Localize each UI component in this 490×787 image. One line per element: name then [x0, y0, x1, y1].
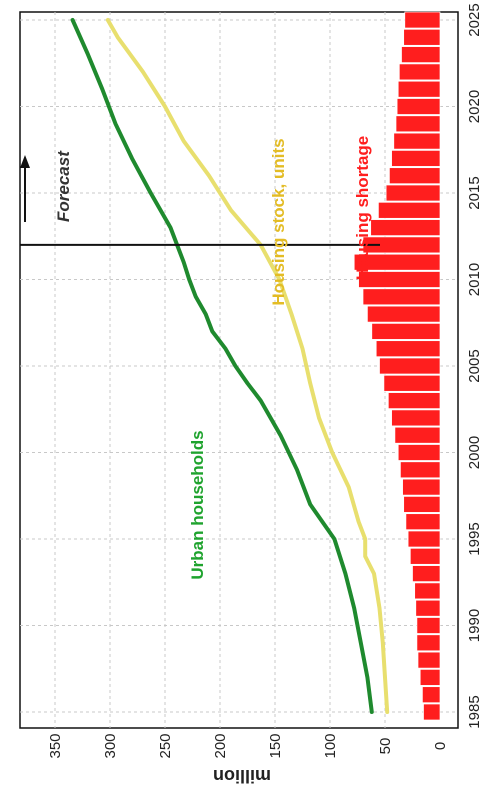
year-tick-label: 2020 — [466, 90, 483, 123]
bar-housing-shortage — [406, 514, 440, 530]
value-tick-label: 250 — [157, 733, 174, 758]
year-tick-label: 2005 — [466, 349, 483, 382]
bar-housing-shortage — [422, 687, 440, 703]
bar-housing-shortage — [405, 12, 440, 28]
forecast-label: Forecast — [54, 150, 73, 222]
bar-housing-shortage — [386, 185, 440, 201]
value-tick-label: 350 — [47, 733, 64, 758]
bar-housing-shortage — [371, 220, 440, 236]
bar-housing-shortage — [404, 496, 440, 512]
bar-housing-shortage — [394, 133, 440, 149]
year-tick-label: 2025 — [466, 3, 483, 36]
year-tick-label: 1995 — [466, 522, 483, 555]
year-tick-label: 1985 — [466, 695, 483, 728]
bar-housing-shortage — [392, 410, 440, 426]
series-label-urban-households: Urban households — [188, 430, 207, 579]
bar-housing-shortage — [415, 583, 440, 599]
bar-housing-shortage — [410, 548, 440, 564]
y-axis-title: million — [213, 766, 271, 786]
bar-housing-shortage — [397, 99, 440, 115]
bar-housing-shortage — [403, 479, 440, 495]
bar-housing-shortage — [363, 289, 440, 305]
bar-housing-shortage — [417, 635, 440, 651]
bar-housing-shortage — [417, 618, 440, 634]
bar-housing-shortage — [398, 445, 440, 461]
bar-housing-shortage — [384, 375, 440, 391]
bar-housing-shortage — [372, 323, 440, 339]
bar-housing-shortage — [398, 81, 440, 97]
bar-housing-shortage — [399, 64, 440, 80]
value-tick-label: 100 — [322, 733, 339, 758]
bar-housing-shortage — [367, 306, 440, 322]
series-label-housing-stock-units: Housing stock, units — [269, 138, 288, 305]
bar-housing-shortage — [396, 116, 440, 132]
series-label-housing-shortage: Housing shortage — [353, 136, 372, 281]
year-tick-labels: 1985 1990 1995 2000 2005 2010 2015 2020 2025 — [466, 3, 483, 728]
bar-housing-shortage — [404, 29, 440, 45]
value-tick-label: 200 — [212, 733, 229, 758]
bar-housing-shortage — [420, 669, 440, 685]
bar-housing-shortage — [378, 202, 440, 218]
value-tick-label: 150 — [267, 733, 284, 758]
bar-housing-shortage — [424, 704, 441, 720]
bar-housing-shortage — [408, 531, 440, 547]
year-tick-label: 2015 — [466, 176, 483, 209]
value-tick-label: 300 — [102, 733, 119, 758]
bar-housing-shortage — [418, 652, 440, 668]
year-tick-label: 1990 — [466, 609, 483, 642]
value-tick-labels: 0 50 100 150 200 250 300 350 — [47, 733, 449, 758]
year-tick-label: 2000 — [466, 436, 483, 469]
bar-housing-shortage — [389, 168, 440, 184]
bar-housing-shortage — [395, 427, 440, 443]
bar-housing-shortage — [413, 566, 441, 582]
bar-housing-shortage — [392, 150, 440, 166]
bar-housing-shortage — [376, 341, 440, 357]
year-tick-label: 2010 — [466, 263, 483, 296]
bar-housing-shortage — [416, 600, 440, 616]
bar-housing-shortage — [380, 358, 441, 374]
bar-housing-shortage — [388, 393, 440, 409]
bar-housing-shortage — [402, 47, 441, 63]
bar-housing-shortage — [400, 462, 440, 478]
value-tick-label: 50 — [377, 738, 394, 755]
value-tick-label: 0 — [432, 742, 449, 750]
